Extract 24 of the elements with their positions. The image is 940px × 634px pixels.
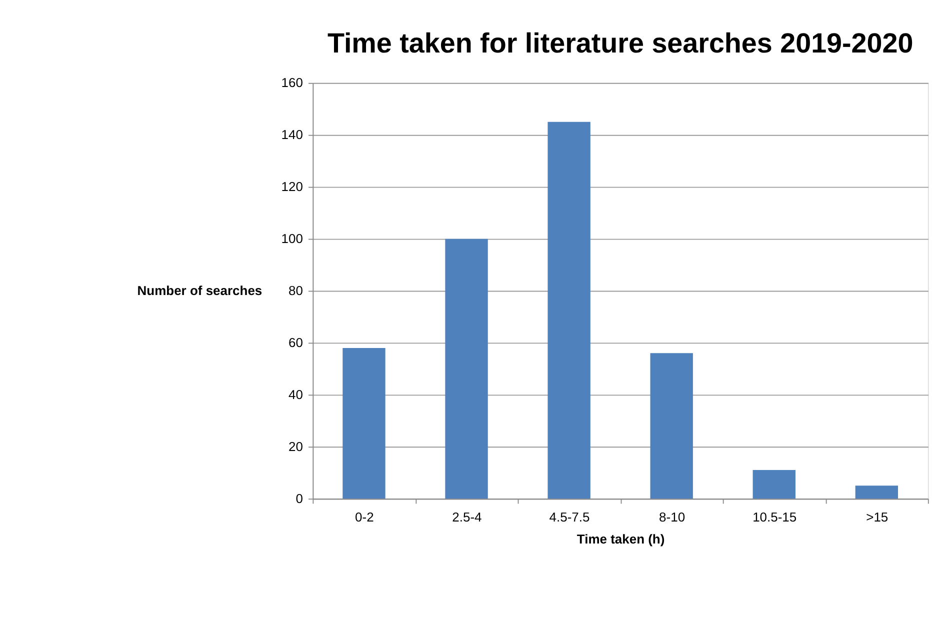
x-tick-label: 4.5-7.5: [549, 509, 590, 524]
bar: [548, 122, 590, 499]
y-tick-label: 60: [288, 334, 303, 350]
bar: [650, 353, 693, 499]
y-tick-label: 80: [288, 282, 303, 298]
y-axis-title: Number of searches: [137, 282, 262, 298]
x-tick-label: 0-2: [355, 509, 374, 524]
bar: [342, 348, 386, 499]
y-tick-label: 100: [281, 230, 303, 246]
bar: [752, 470, 796, 499]
y-tick-label: 120: [281, 179, 303, 194]
chart-title: Time taken for literature searches 2019-2020: [327, 27, 914, 58]
x-tick-label: 10.5-15: [752, 509, 797, 524]
y-tick-label: 140: [281, 127, 303, 142]
x-tick-label: 8-10: [659, 509, 686, 524]
x-axis-title: Time taken (h): [576, 532, 665, 547]
y-tick-label: 0: [296, 490, 303, 506]
y-tick-label: 160: [281, 75, 303, 90]
bar: [445, 238, 488, 499]
y-tick-label: 40: [288, 386, 303, 402]
y-tick-label: 20: [288, 438, 303, 454]
x-tick-label: >15: [866, 509, 888, 524]
bar: [855, 486, 898, 499]
x-tick-label: 2.5-4: [452, 509, 482, 524]
